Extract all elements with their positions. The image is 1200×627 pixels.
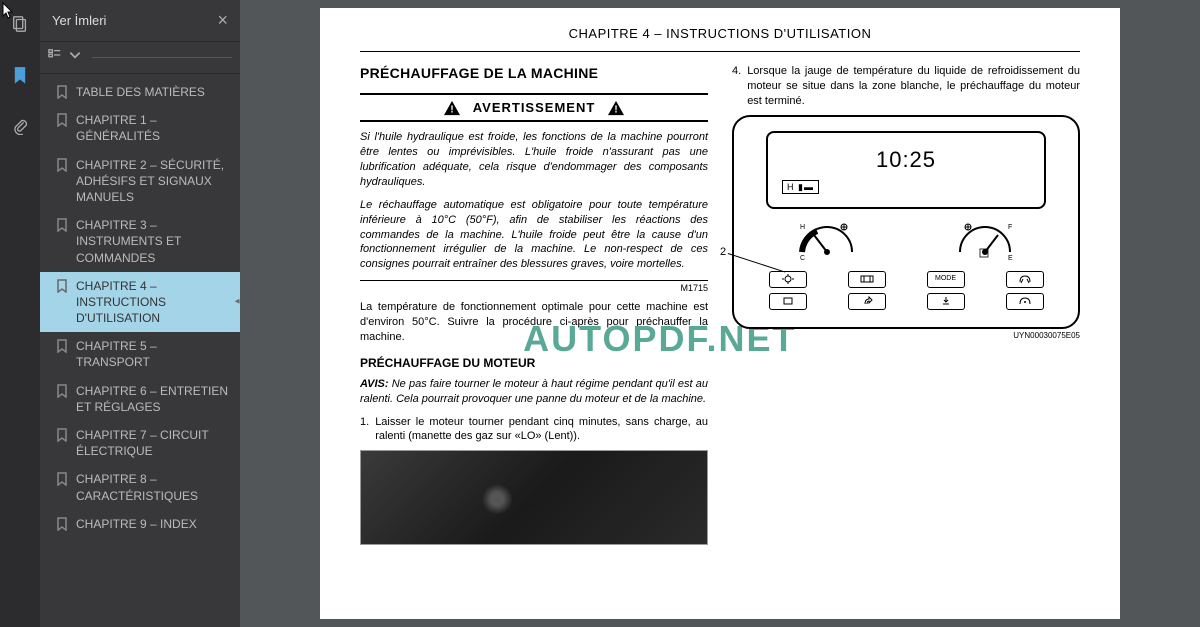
temperature-paragraph: La température de fonctionnement optimal…	[360, 300, 708, 345]
panel-button	[1006, 271, 1044, 288]
fuel-gauge: FE	[950, 217, 1020, 261]
panel-button	[848, 293, 886, 310]
left-column: PRÉCHAUFFAGE DE LA MACHINE ! AVERTISSEME…	[360, 64, 708, 601]
bookmark-label: TABLE DES MATIÈRES	[76, 84, 205, 100]
bookmark-icon	[56, 472, 68, 486]
avis-paragraph: AVIS: Ne pas faire tourner le moteur à h…	[360, 377, 708, 407]
step-1: 1. Laisser le moteur tourner pendant cin…	[360, 415, 708, 445]
ignition-photo	[360, 450, 708, 545]
bookmark-icon	[56, 384, 68, 398]
warning-paragraph-2: Le réchauffage automatique est obligatoi…	[360, 198, 708, 272]
panel-button	[927, 293, 965, 310]
bookmark-item[interactable]: CHAPITRE 1 – GÉNÉRALITÉS	[40, 106, 240, 150]
bookmark-label: CHAPITRE 1 – GÉNÉRALITÉS	[76, 112, 230, 144]
right-column: 4. Lorsque la jauge de température du li…	[732, 64, 1080, 601]
step-4: 4. Lorsque la jauge de température du li…	[732, 64, 1080, 109]
bookmark-list: TABLE DES MATIÈRES CHAPITRE 1 – GÉNÉRALIT…	[40, 74, 240, 627]
warning-bar: ! AVERTISSEMENT !	[360, 93, 708, 123]
chapter-header: CHAPITRE 4 – INSTRUCTIONS D'UTILISATION	[360, 26, 1080, 41]
cursor-icon	[2, 2, 16, 20]
step-text: Lorsque la jauge de température du liqui…	[747, 64, 1080, 109]
svg-text:F: F	[1008, 224, 1012, 231]
step-text: Laisser le moteur tourner pendant cinq m…	[375, 415, 708, 445]
temperature-gauge: HC	[792, 217, 862, 261]
bookmark-label: CHAPITRE 5 – TRANSPORT	[76, 338, 230, 370]
avis-text: Ne pas faire tourner le moteur à haut ré…	[360, 378, 708, 405]
mode-button: MODE	[927, 271, 965, 288]
svg-text:!: !	[615, 104, 618, 115]
bookmark-item[interactable]: CHAPITRE 5 – TRANSPORT	[40, 332, 240, 376]
bookmark-item[interactable]: CHAPITRE 3 – INSTRUMENTS ET COMMANDES	[40, 211, 240, 272]
bookmark-label: CHAPITRE 7 – CIRCUIT ÉLECTRIQUE	[76, 427, 230, 459]
gauge-panel-diagram: 10:25 H ▮▬ HC FE	[732, 115, 1080, 329]
bookmark-label: CHAPITRE 4 – INSTRUCTIONS D'UTILISATION	[76, 278, 230, 327]
step-number: 4.	[732, 64, 741, 109]
panel-toolbar	[40, 41, 240, 74]
warning-paragraph-1: Si l'huile hydraulique est froide, les f…	[360, 130, 708, 189]
bookmark-icon	[56, 279, 68, 293]
button-row-2	[748, 293, 1064, 310]
bookmark-item[interactable]: TABLE DES MATIÈRES	[40, 78, 240, 106]
button-row-1: MODE	[748, 271, 1064, 288]
warning-triangle-icon: !	[607, 100, 625, 116]
step-number: 1.	[360, 415, 369, 445]
bookmark-icon	[56, 428, 68, 442]
bookmark-icon	[56, 113, 68, 127]
chevron-down-icon[interactable]	[68, 48, 82, 67]
bookmark-item[interactable]: CHAPITRE 8 – CARACTÉRISTIQUES	[40, 465, 240, 509]
warning-label: AVERTISSEMENT	[473, 99, 596, 117]
close-icon[interactable]: ×	[217, 10, 228, 31]
panel-button	[769, 271, 807, 288]
pdf-page: CHAPITRE 4 – INSTRUCTIONS D'UTILISATION …	[320, 8, 1120, 619]
bookmark-item[interactable]: CHAPITRE 7 – CIRCUIT ÉLECTRIQUE	[40, 421, 240, 465]
tool-icon-strip	[0, 0, 40, 627]
bookmark-icon	[56, 339, 68, 353]
screen-indicator: H ▮▬	[782, 180, 819, 194]
bookmarks-panel: Yer İmleri × TABLE DES MATIÈRES CHAPITRE …	[40, 0, 240, 627]
bookmark-item[interactable]: CHAPITRE 2 – SÉCURITÉ, ADHÉSIFS ET SIGNA…	[40, 151, 240, 212]
avis-label: AVIS:	[360, 378, 389, 390]
gauges-row: HC FE	[748, 217, 1064, 261]
clock-display: 10:25	[876, 145, 936, 175]
panel-button	[769, 293, 807, 310]
display-screen: 10:25 H ▮▬	[766, 131, 1046, 209]
outline-options-icon[interactable]	[48, 48, 62, 67]
panel-button	[1006, 293, 1044, 310]
bookmark-icon	[56, 218, 68, 232]
panel-header: Yer İmleri ×	[40, 0, 240, 41]
panel-button	[848, 271, 886, 288]
bookmark-icon	[56, 85, 68, 99]
panel-title: Yer İmleri	[52, 13, 106, 28]
warning-triangle-icon: !	[443, 100, 461, 116]
bookmark-item[interactable]: CHAPITRE 9 – INDEX	[40, 510, 240, 538]
bookmark-icon	[56, 158, 68, 172]
svg-text:C: C	[800, 255, 805, 261]
bookmark-icon	[56, 517, 68, 531]
bookmark-label: CHAPITRE 8 – CARACTÉRISTIQUES	[76, 471, 230, 503]
leader-label: 2	[720, 245, 726, 260]
section-title: PRÉCHAUFFAGE DE LA MACHINE	[360, 64, 708, 83]
subsection-title: PRÉCHAUFFAGE DU MOTEUR	[360, 355, 708, 371]
attachments-icon[interactable]	[11, 117, 29, 140]
bookmarks-icon[interactable]	[11, 66, 29, 89]
svg-text:E: E	[1008, 255, 1013, 261]
bookmark-label: CHAPITRE 2 – SÉCURITÉ, ADHÉSIFS ET SIGNA…	[76, 157, 230, 206]
bookmark-label: CHAPITRE 6 – ENTRETIEN ET RÉGLAGES	[76, 383, 230, 415]
diagram-reference: UYN00030075E05	[732, 331, 1080, 342]
bookmark-item[interactable]: CHAPITRE 6 – ENTRETIEN ET RÉGLAGES	[40, 377, 240, 421]
bookmark-label: CHAPITRE 3 – INSTRUMENTS ET COMMANDES	[76, 217, 230, 266]
svg-text:!: !	[450, 104, 453, 115]
svg-text:H: H	[800, 224, 805, 231]
bookmark-label: CHAPITRE 9 – INDEX	[76, 516, 197, 532]
document-area: CHAPITRE 4 – INSTRUCTIONS D'UTILISATION …	[240, 0, 1200, 627]
bookmark-item[interactable]: CHAPITRE 4 – INSTRUCTIONS D'UTILISATION	[40, 272, 240, 333]
reference-code: M1715	[360, 280, 708, 294]
header-rule	[360, 51, 1080, 52]
toolbar-separator	[92, 57, 232, 58]
